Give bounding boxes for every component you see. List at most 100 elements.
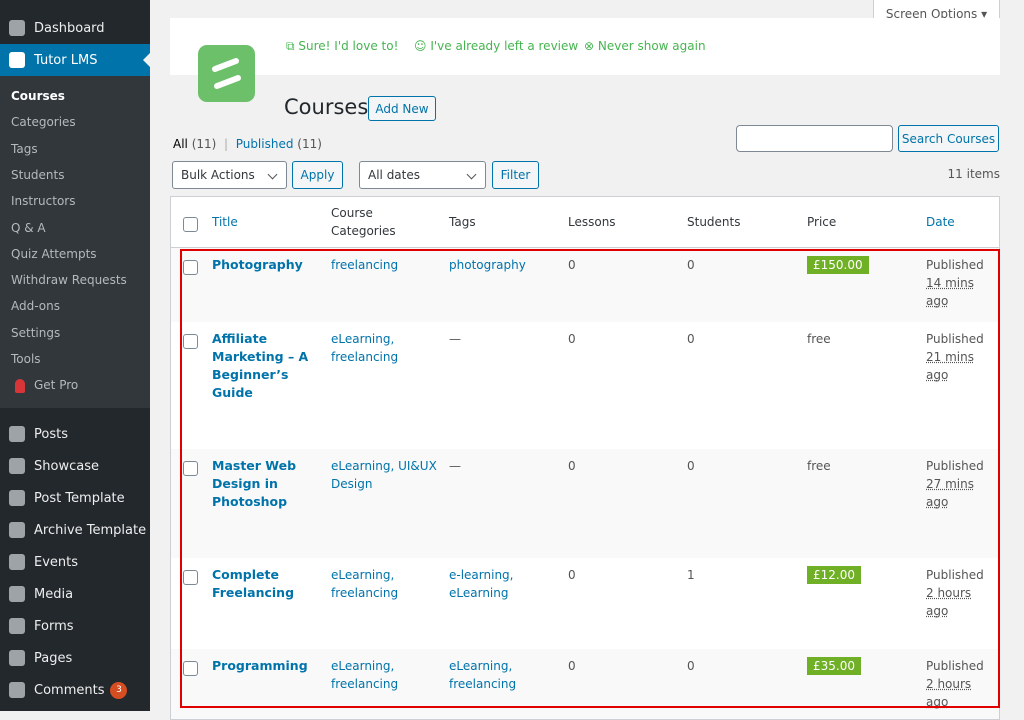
filter-published[interactable]: Published (11) [236,137,322,151]
menu-item[interactable]: Showcase [0,450,150,482]
course-categories[interactable]: eLearning, UI&UX Design [331,458,437,491]
menu-item[interactable]: Post Template [0,482,150,514]
menu-item[interactable]: Posts [0,418,150,450]
course-title[interactable]: Programming [212,657,308,673]
date-cell: Published 2 hours ago [926,649,999,719]
submenu-item[interactable]: Tools [11,349,41,369]
notice-link[interactable]: ☺ I've already left a review [414,39,579,53]
menu-label: Posts [34,426,68,442]
menu-label: Media [34,586,74,602]
menu-label: Post Template [34,490,125,506]
menu-item[interactable]: Tutor LMS [0,44,150,76]
course-tags[interactable]: photography [449,258,526,272]
students: 0 [687,458,695,473]
checkbox[interactable] [183,216,198,232]
notice-link-text: Never show again [597,39,706,53]
status: Published [926,458,984,473]
submenu-label: Quiz Attempts [11,246,97,261]
submenu-item[interactable]: Instructors [11,191,75,211]
search-button[interactable]: Search Courses [898,125,999,152]
checkbox[interactable] [183,660,198,676]
header-cell [171,197,212,248]
submenu-item[interactable]: Get Pro [34,375,78,395]
submenu-item[interactable]: Students [11,165,65,185]
course-tags[interactable]: e-learning, eLearning [449,567,514,600]
submenu-label: Tags [11,141,38,156]
admin-sidebar: Dashboard Tutor LMS Courses Categories Tag… [0,0,150,711]
submenu-label: Categories [11,115,76,130]
students: 0 [687,658,695,673]
menu-item[interactable]: Pages [0,642,150,674]
table: Title Course Categories Tags Lessons Student… [171,197,999,719]
price: free [807,458,831,473]
menu-label: Dashboard [34,20,105,36]
submenu-item[interactable]: Q & A [11,218,46,238]
course-tags[interactable]: eLearning, freelancing [449,658,517,691]
icon [9,522,25,538]
course-categories[interactable]: eLearning, freelancing [331,331,399,364]
column-header[interactable]: Title [212,197,331,248]
checkbox[interactable] [183,333,198,349]
course-title[interactable]: Complete Freelancing [212,566,295,600]
apply-button[interactable]: Apply [292,161,343,189]
menu-item[interactable]: Archive Template [0,514,150,546]
checkbox[interactable] [183,260,198,275]
submenu-item[interactable]: Settings [11,323,60,343]
course-tags: — [449,331,461,346]
submenu-item[interactable]: Courses [11,86,65,106]
menu-item[interactable]: Comments 3 [0,674,150,706]
date-cell: Published 27 mins ago [926,449,999,558]
submenu-label: Withdraw Requests [11,273,127,288]
submenu-label: Instructors [11,194,76,209]
submenu-item[interactable]: Add-ons [11,296,60,316]
select-label: Bulk Actions [181,168,255,182]
items-count: 11 items [947,167,1000,181]
filter-button[interactable]: Filter [492,161,539,189]
submenu-item[interactable]: Quiz Attempts [11,244,97,264]
bulk-actions-select[interactable]: Bulk Actions [172,161,287,189]
lessons: 0 [568,658,576,673]
course-title[interactable]: Affiliate Marketing – A Beginner’s Guide [212,330,309,400]
price-cell: free [807,322,926,449]
status: Published [926,331,984,346]
checkbox[interactable] [183,569,198,585]
submenu-label: Settings [11,325,61,340]
comment-badge: 3 [110,681,128,699]
menu-item[interactable]: Media [0,578,150,610]
lessons: 0 [568,331,576,346]
column-header: Tags [449,197,568,248]
course-categories[interactable]: eLearning, freelancing [331,567,399,600]
search-input[interactable] [736,125,893,152]
column-header[interactable]: Date [926,197,999,248]
submenu-item[interactable]: Tags [11,139,38,159]
course-title[interactable]: Photography [212,257,303,272]
button-label: Filter [500,168,531,182]
checkbox[interactable] [183,460,198,476]
menu-item[interactable]: Events [0,546,150,578]
cell [171,322,212,449]
course-categories[interactable]: freelancing [331,258,399,272]
filter-all[interactable]: All (11) [173,137,216,151]
time-ago: 2 hours ago [926,585,972,618]
submenu-label: Add-ons [11,299,60,314]
menu-item[interactable]: Forms [0,610,150,642]
notice-link[interactable]: ⊗ Never show again [584,39,706,53]
date-cell: Published 2 hours ago [926,558,999,649]
dates-select[interactable]: All dates [359,161,486,189]
notice-link[interactable]: ⧉ Sure! I'd love to! [286,39,399,53]
price-cell: free [807,449,926,558]
price-cell: £150.00 [807,248,926,322]
button-label: Apply [300,168,335,182]
add-new-button[interactable]: Add New [368,96,436,121]
time-ago: 21 mins ago [926,349,974,382]
submenu-item[interactable]: Withdraw Requests [11,270,127,290]
submenu-item[interactable]: Categories [11,112,76,132]
filter-label: Published [235,137,294,151]
icon [9,458,25,474]
course-title[interactable]: Master Web Design in Photoshop [212,457,297,509]
course-categories[interactable]: eLearning, freelancing [331,658,399,691]
logo-bg [198,45,255,102]
submenu-label: Students [11,167,65,182]
lessons: 0 [568,258,576,272]
menu-item[interactable]: Dashboard [0,12,150,44]
